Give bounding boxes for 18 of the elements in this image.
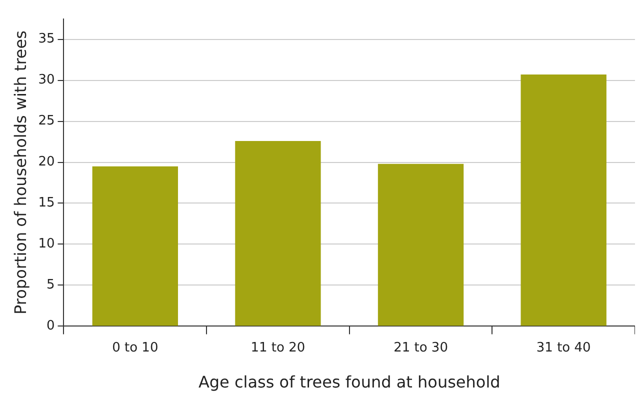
x-tick-label: 31 to 40 — [536, 340, 591, 356]
y-axis-title: Proportion of households with trees — [10, 30, 30, 314]
y-tick-label: 0 — [46, 318, 55, 334]
y-tick-label: 15 — [38, 196, 55, 211]
y-tick-label: 25 — [38, 114, 55, 129]
x-axis-title: Age class of trees found at household — [198, 372, 500, 392]
bar — [520, 74, 606, 326]
y-tick-label: 35 — [38, 32, 55, 47]
y-tick-label: 5 — [46, 278, 55, 293]
y-tick-label: 10 — [38, 236, 55, 252]
y-tick-label: 20 — [38, 154, 55, 170]
x-tick-label: 0 to 10 — [112, 340, 158, 356]
bar — [92, 166, 178, 326]
bar — [235, 140, 321, 326]
x-tick-label: 21 to 30 — [394, 340, 448, 356]
y-tick-label: 30 — [38, 72, 55, 88]
x-tick-label: 11 to 20 — [250, 340, 306, 356]
bar — [378, 164, 464, 326]
